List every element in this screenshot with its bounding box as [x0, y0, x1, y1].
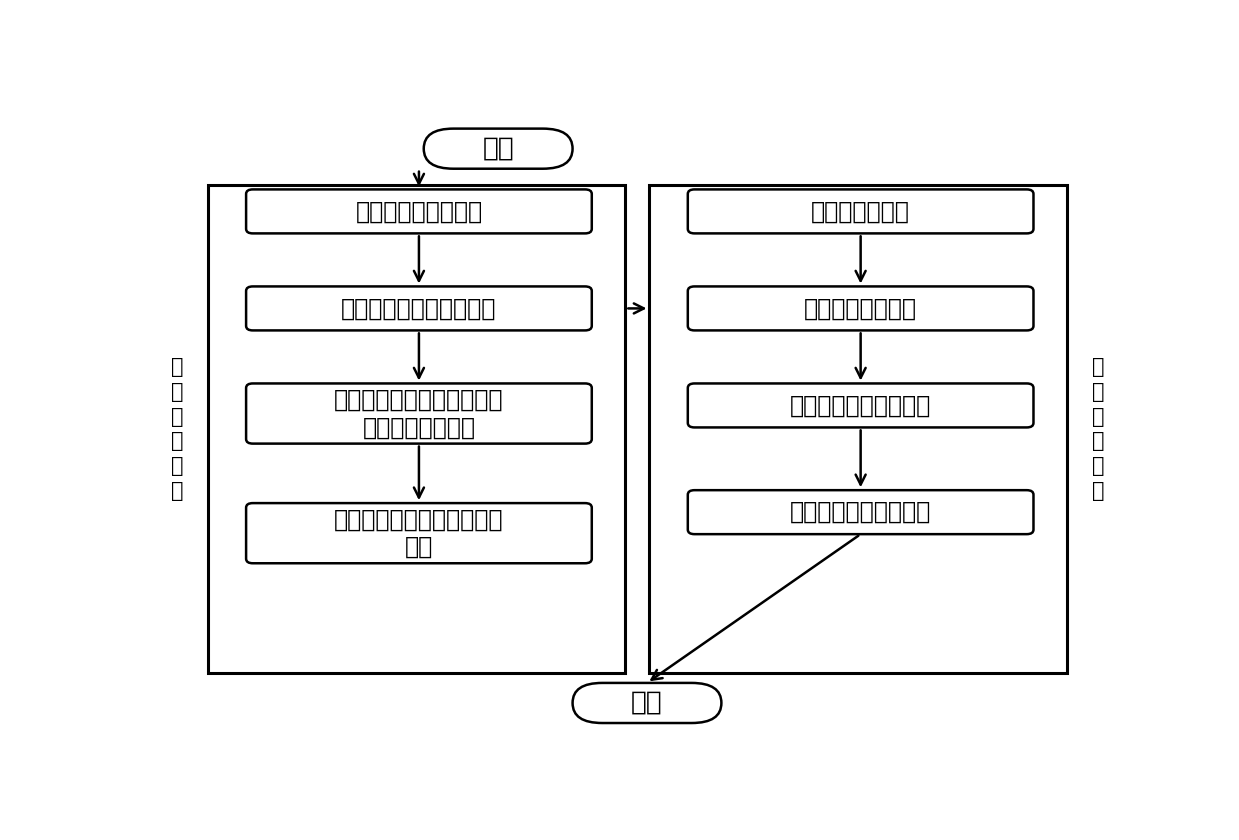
- Text: 绘制三角面、网格渲染: 绘制三角面、网格渲染: [790, 500, 932, 524]
- FancyBboxPatch shape: [247, 286, 592, 330]
- Text: 接触网静态平衡参数计算: 接触网静态平衡参数计算: [341, 297, 497, 320]
- Text: 结束: 结束: [631, 690, 663, 716]
- FancyBboxPatch shape: [688, 491, 1033, 534]
- FancyBboxPatch shape: [688, 189, 1033, 234]
- Text: 数据按承力索、吊弦、接触
线分割和格式转换: 数据按承力索、吊弦、接触 线分割和格式转换: [335, 387, 504, 439]
- Text: 三
维
模
型
建
模: 三 维 模 型 建 模: [1092, 357, 1104, 501]
- Text: 读取顶点索引存储矩阵: 读取顶点索引存储矩阵: [790, 393, 932, 417]
- FancyBboxPatch shape: [247, 189, 592, 234]
- Text: 解析承力索、吊弦、接触线
数据: 解析承力索、吊弦、接触线 数据: [335, 507, 504, 559]
- FancyBboxPatch shape: [688, 286, 1033, 330]
- Bar: [649, 185, 1067, 673]
- Text: 读取接触网设计参数: 读取接触网设计参数: [356, 199, 482, 223]
- FancyBboxPatch shape: [247, 503, 592, 564]
- Text: 模型三角顶点计算: 模型三角顶点计算: [804, 297, 917, 320]
- Bar: [208, 185, 626, 673]
- FancyBboxPatch shape: [424, 129, 572, 169]
- FancyBboxPatch shape: [688, 383, 1033, 428]
- FancyBboxPatch shape: [247, 383, 592, 444]
- FancyBboxPatch shape: [572, 683, 721, 723]
- Text: 模型法向量计算: 模型法向量计算: [812, 199, 911, 223]
- Text: 三
维
数
据
准
备: 三 维 数 据 准 备: [171, 357, 183, 501]
- Text: 开始: 开始: [482, 136, 514, 161]
